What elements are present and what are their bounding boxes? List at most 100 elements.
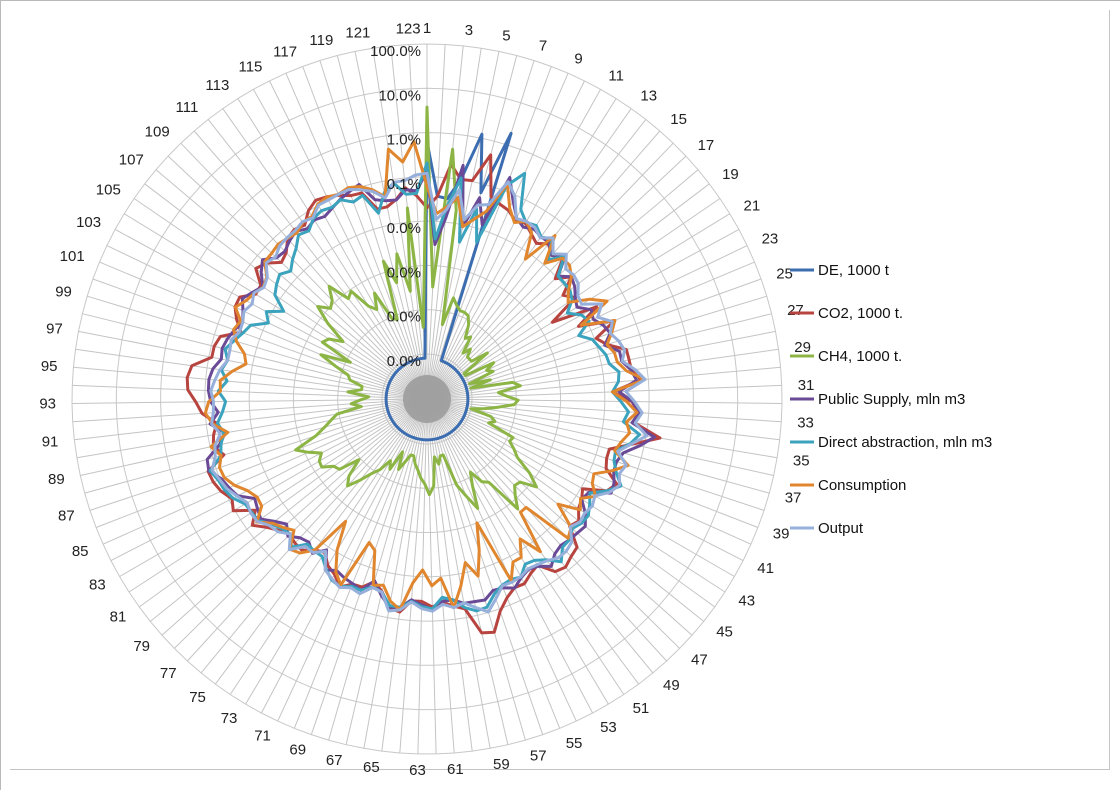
tick-label: 100.0% — [370, 43, 421, 60]
grid-spoke — [426, 398, 654, 674]
grid-spoke — [87, 295, 428, 400]
category-label: 89 — [48, 471, 65, 488]
grid-spoke — [78, 330, 428, 400]
grid-spoke — [252, 89, 428, 400]
category-label: 53 — [600, 719, 617, 736]
grid-spoke — [426, 80, 585, 400]
grid-spoke — [302, 66, 428, 400]
category-label: 121 — [345, 24, 370, 41]
category-label: 81 — [110, 608, 127, 625]
category-label: 25 — [776, 266, 793, 283]
grid-spoke — [426, 398, 625, 695]
category-label: 71 — [254, 728, 271, 745]
legend-label: Consumption — [818, 477, 906, 494]
grid-spoke — [75, 348, 428, 400]
category-label: 93 — [39, 396, 56, 413]
grid-spoke — [71, 398, 428, 404]
grid-spoke — [82, 313, 428, 400]
category-label: 107 — [119, 151, 144, 168]
grid-spoke — [426, 398, 544, 735]
category-label: 21 — [744, 197, 761, 214]
center-hub — [403, 375, 451, 423]
grid-spoke — [381, 398, 428, 752]
category-label: 13 — [640, 88, 657, 105]
legend-label: Direct abstraction, mln m3 — [818, 434, 992, 451]
grid-ring — [115, 87, 739, 711]
category-label: 15 — [670, 111, 687, 128]
grid-spoke — [293, 398, 428, 729]
category-label: 97 — [46, 320, 63, 337]
grid-spoke — [229, 398, 428, 695]
category-label: 57 — [530, 748, 547, 765]
category-label: 37 — [785, 489, 802, 506]
category-label: 65 — [363, 759, 380, 776]
grid-ring — [71, 43, 783, 755]
grid-spoke — [123, 213, 428, 400]
category-label: 9 — [574, 51, 582, 68]
series-line — [294, 105, 538, 511]
category-label: 43 — [738, 593, 755, 610]
grid-spoke — [214, 398, 428, 685]
grid-spoke — [426, 108, 632, 400]
grid-spoke — [426, 398, 726, 593]
category-label: 55 — [566, 735, 583, 752]
grid-spoke — [426, 398, 744, 562]
grid-spoke — [310, 398, 428, 735]
series-line — [203, 139, 647, 612]
grid-spoke — [336, 55, 428, 400]
grid-spoke — [426, 398, 759, 528]
series-layer — [185, 105, 662, 635]
grid-spoke — [180, 142, 428, 400]
category-label: 23 — [762, 231, 779, 248]
grid-spoke — [426, 398, 705, 622]
legend-label: Public Supply, mln m3 — [818, 391, 965, 408]
grid-ring — [292, 264, 562, 533]
grid-spoke — [426, 98, 617, 400]
grid-spoke — [426, 348, 779, 400]
legend-label: CH4, 1000 t. — [818, 348, 902, 365]
grid-spoke — [426, 398, 455, 754]
grid-spoke — [207, 119, 428, 400]
grid-spoke — [74, 398, 428, 441]
category-label: 11 — [608, 67, 624, 84]
grid-spoke — [80, 398, 428, 476]
category-label: 51 — [633, 700, 650, 717]
grid-spoke — [328, 398, 428, 741]
grid-spoke — [426, 398, 780, 441]
grid-spoke — [426, 119, 647, 400]
grid-spoke — [399, 398, 428, 754]
grid-spoke — [187, 398, 428, 662]
series-line — [209, 171, 649, 614]
grid-spoke — [222, 108, 428, 400]
category-label: 77 — [160, 665, 177, 682]
category-label: 95 — [41, 358, 58, 375]
grid-spoke — [102, 398, 428, 545]
grid-spoke — [354, 51, 428, 400]
grid-spoke — [89, 398, 428, 511]
category-label: 63 — [409, 762, 426, 779]
category-label: 109 — [145, 124, 170, 141]
category-label: 35 — [793, 452, 810, 469]
grid-spoke — [426, 366, 781, 400]
category-label: 59 — [493, 756, 510, 773]
grid-spoke — [426, 398, 640, 685]
grid-spoke — [426, 398, 715, 608]
category-label: 73 — [221, 710, 238, 727]
grid-spoke — [426, 398, 782, 423]
grid-spoke — [426, 398, 437, 754]
grid-spoke — [426, 398, 577, 722]
tick-label: 0.0% — [387, 309, 421, 326]
tick-label: 0.0% — [387, 264, 421, 281]
grid-spoke — [426, 398, 509, 745]
grid-spoke — [119, 398, 428, 577]
grid-spoke — [92, 278, 428, 400]
grid-spoke — [426, 398, 594, 714]
legend: DE, 1000 t CO2, 1000 t. CH4, 1000 t. Public… — [790, 262, 992, 537]
category-label: 7 — [539, 37, 547, 54]
grid-spoke — [426, 398, 526, 741]
grid-spoke — [426, 130, 661, 400]
grid-spoke — [426, 398, 693, 636]
grid-spoke — [426, 398, 774, 476]
grid-spoke — [193, 130, 428, 400]
